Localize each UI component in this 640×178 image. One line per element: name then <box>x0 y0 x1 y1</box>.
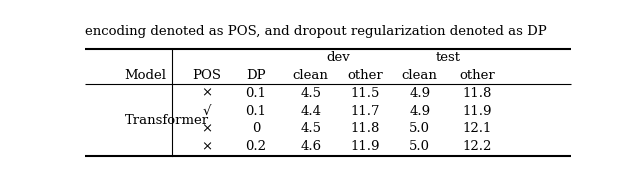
Text: encoding denoted as POS, and dropout regularization denoted as DP: encoding denoted as POS, and dropout reg… <box>85 25 547 38</box>
Text: clean: clean <box>402 69 438 82</box>
Text: 4.9: 4.9 <box>409 105 430 118</box>
Text: Model: Model <box>125 69 166 82</box>
Text: 11.8: 11.8 <box>351 122 380 135</box>
Text: 4.9: 4.9 <box>409 87 430 100</box>
Text: ×: × <box>201 140 212 153</box>
Text: 4.5: 4.5 <box>300 87 321 100</box>
Text: clean: clean <box>292 69 328 82</box>
Text: 0.1: 0.1 <box>246 105 267 118</box>
Text: 5.0: 5.0 <box>409 122 430 135</box>
Text: 0.2: 0.2 <box>246 140 267 153</box>
Text: DP: DP <box>246 69 266 82</box>
Text: 12.2: 12.2 <box>462 140 492 153</box>
Text: ×: × <box>201 87 212 100</box>
Text: 11.9: 11.9 <box>351 140 380 153</box>
Text: 12.1: 12.1 <box>462 122 492 135</box>
Text: 0.1: 0.1 <box>246 87 267 100</box>
Text: 11.9: 11.9 <box>462 105 492 118</box>
Text: 0: 0 <box>252 122 260 135</box>
Text: other: other <box>348 69 383 82</box>
Text: 11.8: 11.8 <box>462 87 492 100</box>
Text: ×: × <box>201 122 212 135</box>
Text: POS: POS <box>192 69 221 82</box>
Text: 4.4: 4.4 <box>300 105 321 118</box>
Text: 4.5: 4.5 <box>300 122 321 135</box>
Text: 4.6: 4.6 <box>300 140 321 153</box>
Text: test: test <box>436 51 461 64</box>
Text: 11.7: 11.7 <box>351 105 380 118</box>
Text: dev: dev <box>326 51 350 64</box>
Text: 11.5: 11.5 <box>351 87 380 100</box>
Text: √: √ <box>202 105 211 118</box>
Text: other: other <box>459 69 495 82</box>
Text: Transformer: Transformer <box>125 114 209 127</box>
Text: 5.0: 5.0 <box>409 140 430 153</box>
